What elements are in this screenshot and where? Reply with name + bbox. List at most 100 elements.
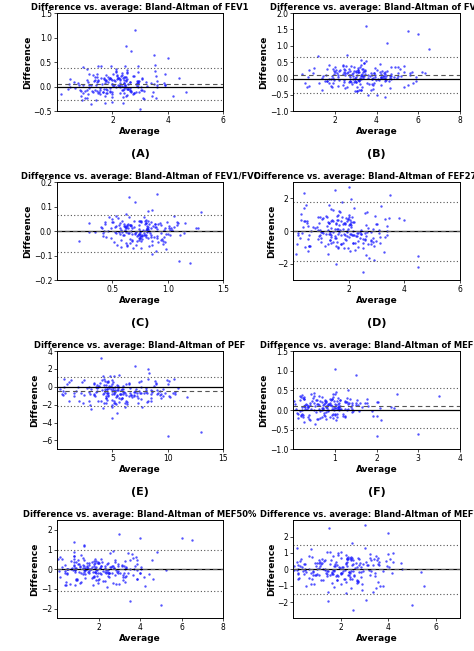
- Point: [291, 396, 298, 407]
- Point: [130, 391, 138, 402]
- Point: [361, 68, 369, 79]
- Point: [361, 543, 369, 553]
- Point: [109, 568, 116, 579]
- Point: [126, 564, 134, 574]
- Point: [109, 81, 117, 91]
- X-axis label: Average: Average: [119, 465, 161, 474]
- Point: [324, 399, 332, 409]
- Point: [348, 229, 356, 240]
- Point: [140, 572, 148, 583]
- Point: [154, 236, 162, 247]
- Point: [327, 238, 335, 248]
- Point: [342, 396, 349, 407]
- Point: [334, 72, 341, 82]
- Point: [319, 404, 326, 414]
- Point: [116, 74, 123, 85]
- Point: [98, 374, 106, 385]
- Point: [104, 559, 111, 569]
- Point: [331, 409, 339, 419]
- Point: [318, 227, 325, 238]
- Point: [86, 564, 93, 575]
- Point: [91, 558, 99, 568]
- Point: [355, 567, 363, 577]
- Point: [83, 561, 91, 571]
- Point: [126, 238, 133, 248]
- Point: [357, 70, 365, 81]
- Point: [153, 224, 160, 234]
- Point: [95, 381, 102, 391]
- Point: [316, 413, 324, 424]
- Point: [153, 389, 161, 399]
- Point: [362, 557, 370, 567]
- Point: [325, 60, 333, 70]
- Point: [390, 72, 398, 82]
- Point: [67, 564, 74, 574]
- Point: [303, 216, 311, 227]
- Y-axis label: Difference: Difference: [260, 35, 269, 89]
- Point: [122, 41, 130, 51]
- Point: [150, 49, 158, 60]
- Point: [122, 388, 129, 398]
- Point: [323, 221, 330, 231]
- Point: [355, 66, 362, 77]
- Point: [153, 80, 161, 90]
- Point: [334, 237, 341, 247]
- Point: [141, 230, 148, 240]
- Point: [109, 561, 117, 572]
- Point: [343, 227, 351, 237]
- Point: [372, 74, 379, 85]
- Point: [346, 70, 354, 80]
- Point: [382, 67, 389, 77]
- Point: [156, 389, 164, 400]
- Point: [121, 563, 129, 574]
- Point: [108, 79, 116, 90]
- Point: [100, 380, 108, 391]
- Point: [112, 82, 120, 92]
- Point: [330, 74, 338, 85]
- Point: [321, 398, 328, 409]
- Point: [320, 555, 328, 566]
- Point: [111, 76, 119, 86]
- Point: [300, 222, 307, 232]
- Point: [107, 383, 115, 394]
- Point: [65, 396, 73, 406]
- Point: [172, 387, 179, 397]
- Point: [110, 389, 118, 399]
- Point: [118, 70, 126, 80]
- Point: [300, 394, 307, 404]
- Y-axis label: Difference: Difference: [30, 543, 39, 596]
- Point: [91, 75, 99, 85]
- Point: [383, 229, 391, 240]
- Point: [363, 78, 371, 89]
- Point: [345, 212, 353, 222]
- Point: [324, 402, 331, 413]
- Point: [124, 221, 131, 231]
- Point: [100, 388, 108, 398]
- Point: [316, 557, 324, 568]
- Point: [328, 394, 336, 404]
- Point: [149, 221, 157, 231]
- Point: [361, 57, 368, 68]
- Point: [345, 570, 352, 581]
- Point: [345, 214, 352, 224]
- Point: [342, 61, 350, 72]
- Point: [119, 574, 127, 585]
- Point: [340, 74, 348, 85]
- Point: [349, 238, 356, 248]
- Point: [328, 404, 336, 414]
- Point: [116, 217, 124, 228]
- Point: [127, 219, 134, 230]
- Point: [322, 401, 329, 411]
- Point: [62, 568, 69, 578]
- Point: [301, 400, 309, 411]
- Point: [103, 84, 110, 94]
- Point: [122, 91, 130, 102]
- Point: [344, 404, 352, 414]
- Point: [329, 227, 337, 238]
- Point: [293, 238, 301, 249]
- Point: [420, 581, 428, 591]
- Point: [357, 60, 365, 70]
- Point: [334, 547, 342, 558]
- Point: [326, 546, 334, 557]
- Point: [325, 249, 332, 259]
